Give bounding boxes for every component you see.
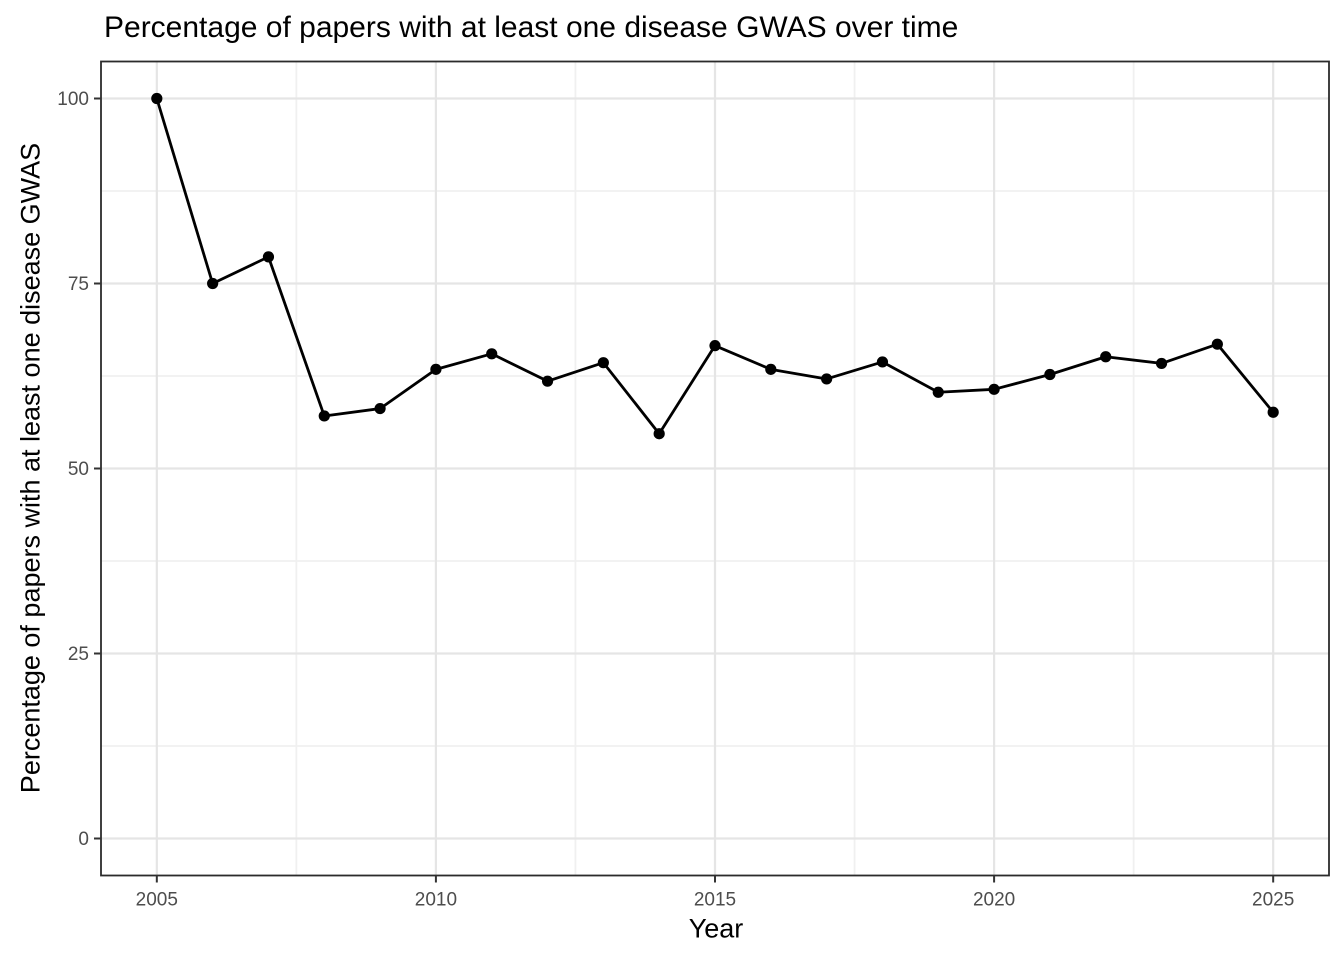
data-point <box>374 402 386 415</box>
x-tick-label: 2025 <box>1252 890 1294 911</box>
data-point <box>1155 357 1168 370</box>
x-tick-label: 2015 <box>694 890 736 911</box>
data-point <box>262 251 275 263</box>
chart-title: Percentage of papers with at least one d… <box>104 11 959 44</box>
data-point <box>486 348 498 360</box>
data-point <box>597 357 609 369</box>
data-point <box>1267 406 1279 418</box>
data-point <box>653 428 665 440</box>
data-point <box>709 340 721 352</box>
x-tick-label: 2005 <box>136 890 178 911</box>
data-point <box>988 383 1000 395</box>
data-point <box>541 375 554 387</box>
data-point <box>821 373 833 385</box>
data-point <box>1100 351 1112 363</box>
x-axis-title: Year <box>688 913 744 944</box>
data-point <box>876 356 889 368</box>
data-point <box>932 386 944 398</box>
y-tick-label: 100 <box>57 89 89 110</box>
data-point <box>765 363 777 375</box>
x-tick-label: 2010 <box>415 890 457 911</box>
data-point <box>1211 338 1223 350</box>
data-point <box>318 410 330 422</box>
data-point <box>207 277 219 290</box>
data-point <box>151 92 163 105</box>
y-tick-label: 25 <box>68 644 89 665</box>
data-point <box>1044 368 1056 381</box>
data-point <box>430 363 442 375</box>
y-tick-label: 75 <box>68 274 89 295</box>
x-tick-label: 2020 <box>973 890 1015 911</box>
y-tick-label: 50 <box>68 459 89 480</box>
y-tick-label: 0 <box>78 829 89 850</box>
